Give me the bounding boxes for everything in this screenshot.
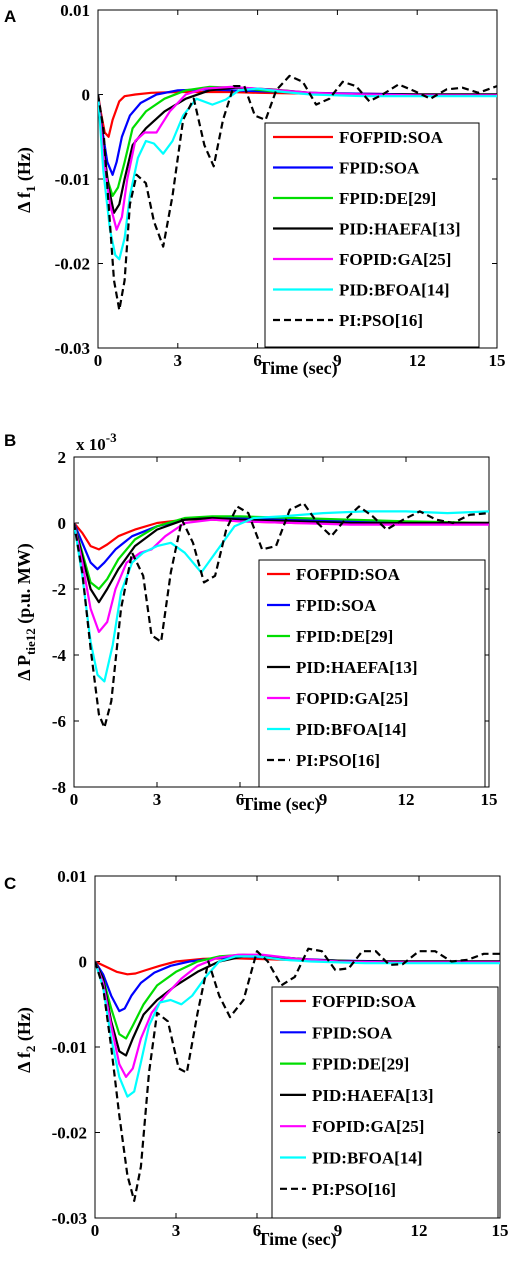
legend-box bbox=[271, 986, 499, 1219]
y-axis-label: Δ f1 (Hz) bbox=[14, 147, 38, 213]
panel-c: C 0 3 6 9 12 15 0.01 0 -0.01 -0.02 -0.03 Time (sec) Δ… bbox=[4, 867, 509, 1250]
legend-entry: FOFPID:SOA bbox=[296, 565, 401, 584]
y-tick-label: 0 bbox=[82, 86, 91, 105]
legend-entry: FPID:SOA bbox=[312, 1023, 393, 1042]
legend-entry: FOPID:GA[25] bbox=[339, 250, 451, 269]
y-tick-label: -0.02 bbox=[55, 255, 90, 274]
legend-box bbox=[264, 122, 480, 348]
legend-entry: FPID:DE[29] bbox=[339, 189, 436, 208]
x-tick-label: 3 bbox=[172, 1221, 181, 1240]
x-tick-label: 15 bbox=[481, 790, 498, 809]
y-tick-label: -4 bbox=[52, 646, 67, 665]
legend-entry: PI:PSO[16] bbox=[296, 751, 380, 770]
y-tick-label: -0.01 bbox=[52, 1038, 87, 1057]
series-line-fpid-de-29 bbox=[74, 515, 489, 591]
series-line-pid-bfoa-14 bbox=[98, 87, 497, 261]
x-tick-label: 12 bbox=[409, 351, 426, 370]
x-axis-label: Time (sec) bbox=[241, 794, 320, 815]
legend-entry: FPID:DE[29] bbox=[312, 1055, 409, 1074]
y-axis-label: Δ Ptie12 (p.u. MW) bbox=[14, 543, 38, 681]
series-line-pid-bfoa-14 bbox=[74, 510, 489, 683]
legend-box bbox=[258, 559, 486, 788]
series-line-pi-pso-16 bbox=[98, 74, 497, 312]
legend-entry: FOFPID:SOA bbox=[339, 128, 444, 147]
legend-entry: PI:PSO[16] bbox=[339, 311, 423, 330]
y-axis-label: Δ f2 (Hz) bbox=[14, 1007, 38, 1073]
series-line-pid-haefa-13 bbox=[74, 516, 489, 604]
legend-entry: PID:HAEFA[13] bbox=[312, 1086, 434, 1105]
x-tick-label: 15 bbox=[492, 1221, 509, 1240]
legend: FOFPID:SOA FPID:SOA FPID:DE[29] PID:HAEFA[1… bbox=[258, 559, 486, 788]
y-tick-label: -0.03 bbox=[55, 339, 90, 358]
legend-entry: FOFPID:SOA bbox=[312, 992, 417, 1011]
y-tick-label: -2 bbox=[52, 580, 66, 599]
y-tick-label: -0.03 bbox=[52, 1209, 87, 1228]
x-tick-label: 9 bbox=[334, 1221, 343, 1240]
series-line-fopid-ga-25 bbox=[98, 85, 497, 231]
y-tick-label: -0.01 bbox=[55, 170, 90, 189]
x-tick-label: 12 bbox=[398, 790, 415, 809]
legend-entry: PID:HAEFA[13] bbox=[296, 658, 418, 677]
y-tick-label: 0 bbox=[58, 514, 67, 533]
x-axis-label: Time (sec) bbox=[258, 358, 337, 379]
x-tick-label: 6 bbox=[253, 351, 262, 370]
series-group bbox=[98, 74, 497, 312]
x-tick-label: 6 bbox=[236, 790, 245, 809]
x-tick-label: 15 bbox=[489, 351, 506, 370]
series-group bbox=[74, 502, 489, 729]
legend-entry: FPID:SOA bbox=[296, 596, 377, 615]
legend-entry: FPID:SOA bbox=[339, 159, 420, 178]
legend-entry: FOPID:GA[25] bbox=[312, 1117, 424, 1136]
y-tick-label: 0.01 bbox=[60, 1, 90, 20]
y-tick-label: -6 bbox=[52, 712, 66, 731]
x-tick-label: 3 bbox=[153, 790, 162, 809]
panel-letter: B bbox=[4, 431, 16, 450]
x-tick-label: 12 bbox=[411, 1221, 428, 1240]
series-line-pi-pso-16 bbox=[74, 502, 489, 729]
series-group bbox=[95, 947, 500, 1202]
legend-entry: PID:BFOA[14] bbox=[339, 281, 449, 300]
x-tick-label: 3 bbox=[174, 351, 183, 370]
y-tick-label: -0.02 bbox=[52, 1124, 87, 1143]
y-tick-label: 0 bbox=[79, 953, 88, 972]
legend: FOFPID:SOA FPID:SOA FPID:DE[29] PID:HAEFA[1… bbox=[271, 986, 499, 1219]
panel-letter: C bbox=[4, 874, 16, 893]
x-axis-label: Time (sec) bbox=[257, 1229, 336, 1250]
x-tick-label: 0 bbox=[94, 351, 103, 370]
y-tick-label: -8 bbox=[52, 778, 66, 797]
x-tick-label: 0 bbox=[70, 790, 79, 809]
panel-letter: A bbox=[4, 7, 16, 26]
x-tick-label: 9 bbox=[319, 790, 328, 809]
y-exponent-label: x 10-3 bbox=[76, 430, 117, 454]
x-tick-label: 9 bbox=[333, 351, 342, 370]
x-tick-label: 0 bbox=[91, 1221, 100, 1240]
legend-entry: PID:BFOA[14] bbox=[296, 720, 406, 739]
panel-b: B 0 3 6 9 12 15 2 0 -2 -4 -6 -8 x 10-3 Time (sec) Δ Pti… bbox=[4, 430, 498, 815]
legend-entry: FOPID:GA[25] bbox=[296, 689, 408, 708]
y-tick-label: 2 bbox=[58, 448, 67, 467]
legend-entry: PID:HAEFA[13] bbox=[339, 220, 461, 239]
y-tick-label: 0.01 bbox=[57, 867, 87, 886]
legend-entry: FPID:DE[29] bbox=[296, 627, 393, 646]
legend-entry: PID:BFOA[14] bbox=[312, 1149, 422, 1168]
panel-a: A 0 3 6 9 12 15 0.01 0 -0.01 -0.02 -0.03 Time (sec) Δ… bbox=[4, 1, 506, 379]
legend-entry: PI:PSO[16] bbox=[312, 1180, 396, 1199]
legend: FOFPID:SOA FPID:SOA FPID:DE[29] PID:HAEFA[1… bbox=[264, 122, 480, 348]
series-line-pi-pso-16 bbox=[95, 947, 500, 1202]
x-tick-label: 6 bbox=[253, 1221, 262, 1240]
